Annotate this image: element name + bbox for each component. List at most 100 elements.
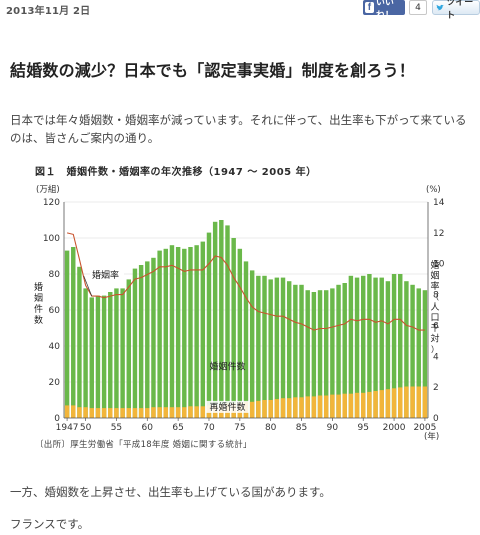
marriage-bar	[169, 245, 175, 418]
right-axis-title: 婚姻率（人口千対）	[430, 259, 439, 354]
total-series-label: 婚姻件数	[209, 360, 245, 372]
marriage-bar	[262, 275, 267, 418]
remarriage-bar	[95, 408, 101, 418]
right-axis-title-char: 口	[430, 314, 439, 324]
right-tick-label: 2	[433, 383, 439, 393]
x-tick-label: 55	[111, 423, 122, 433]
tweet-label: ツイート	[446, 0, 474, 21]
remarriage-bar	[64, 405, 70, 418]
marriage-bars	[64, 220, 428, 418]
marriage-bar	[342, 283, 347, 418]
right-tick-label: 8	[433, 291, 439, 301]
right-axis-title-char: （	[431, 293, 439, 302]
remarriage-bar	[108, 408, 113, 418]
x-tick-label: 1947	[56, 423, 79, 433]
rate-callout-label: 婚姻率	[92, 269, 119, 281]
marriage-bar	[422, 290, 428, 418]
right-tick-label: 14	[433, 198, 445, 208]
marriage-bar	[188, 247, 193, 418]
remarriage-bar	[256, 400, 261, 418]
remarriage-bar	[163, 407, 169, 418]
remarriage-bar	[71, 405, 76, 418]
remarriage-bar	[169, 407, 175, 418]
tweet-button[interactable]: ツイート	[432, 0, 480, 21]
x-tick-labels: 1947 50 55 60 65 70 75 80 85 90 95 2000 2005	[56, 418, 436, 433]
marriage-bar	[231, 238, 236, 418]
marriage-bar	[182, 248, 187, 418]
marriage-bar	[416, 288, 421, 418]
remarriage-bar	[286, 398, 292, 418]
marriage-bar	[64, 250, 70, 418]
marriage-bar	[354, 277, 360, 418]
figure-title: 図１ 婚姻件数・婚姻率の年次推移（1947 ～ 2005 年）	[35, 167, 317, 178]
right-axis-title-char: 人	[430, 302, 439, 313]
remarriage-bar	[83, 407, 88, 418]
right-unit-label: (%)	[426, 185, 441, 195]
marriage-bar	[163, 248, 169, 418]
marriage-bar	[274, 277, 280, 418]
x-tick-label: 80	[265, 423, 277, 433]
remarriage-bar	[336, 394, 341, 418]
marriage-bar	[157, 250, 162, 418]
remarriage-bar	[305, 396, 310, 418]
left-axis-title-char: 姻	[34, 292, 43, 304]
marriage-bar	[77, 266, 82, 418]
facebook-icon: f	[365, 2, 374, 13]
remarriage-bar	[398, 387, 403, 418]
remarriage-bar	[342, 393, 347, 418]
left-tick-label: 40	[49, 342, 61, 352]
marriage-bar	[398, 274, 403, 418]
article-title: 結婚数の減少？日本でも「認定事実婚」制度を創ろう！	[10, 61, 416, 80]
left-tick-label: 120	[43, 198, 60, 208]
x-tick-label: 65	[172, 423, 183, 433]
right-axis-title-char: 婚	[430, 259, 439, 271]
right-tick-labels: 0 2 4 6 8 10 12 14	[433, 198, 445, 424]
chart-svg: 0 20 40 60 80 100 120 0 2 4 6 8 10 12 14 1947 50 55 60 65…	[34, 184, 445, 442]
remarriage-bar	[200, 406, 206, 418]
right-tick-label: 10	[433, 260, 445, 270]
remarriage-bar	[175, 407, 181, 418]
figure-source: 〔出所〕厚生労働省「平成18年度 婚姻に関する統計」	[35, 440, 252, 450]
right-axis-title-char: 千	[430, 323, 439, 334]
remarriage-bar	[317, 395, 323, 418]
marriage-bar	[71, 247, 76, 418]
x-tick-label: 95	[357, 423, 368, 433]
right-tick-label: 0	[433, 414, 439, 424]
like-label: いいね！	[375, 0, 394, 21]
left-unit-label: (万組)	[36, 184, 60, 195]
remarriage-bar	[188, 406, 193, 418]
left-axis-title: 婚姻件数	[34, 281, 43, 326]
right-axis-title-text: 婚姻率（人口千対）	[430, 259, 439, 354]
left-tick-label: 100	[43, 234, 60, 244]
marriage-bar	[126, 279, 132, 418]
post-date: 2013年11月 2日	[6, 6, 91, 17]
remarriage-bar	[77, 407, 82, 418]
x-tick-label: 2005	[413, 423, 436, 433]
marriage-bar	[286, 281, 292, 418]
remarriage-bar	[157, 407, 162, 418]
remarriage-bar	[323, 395, 329, 418]
remarriage-bar	[101, 408, 107, 418]
remarriage-bar	[89, 408, 94, 418]
remarriage-bar	[268, 400, 273, 418]
marriage-bar	[138, 265, 144, 418]
x-tick-label: 90	[327, 423, 339, 433]
marriage-bar	[83, 288, 88, 418]
marriage-chart: 0 20 40 60 80 100 120 0 2 4 6 8 10 12 14 1947 50 55 60 65…	[30, 180, 450, 445]
remarriage-bar	[182, 407, 187, 418]
remarriage-bar	[385, 389, 391, 418]
facebook-like-button[interactable]: f いいね！	[363, 0, 405, 21]
remarriage-label-bg	[205, 400, 250, 413]
remarriage-bar	[138, 408, 144, 418]
right-axis-title-char: 率	[430, 280, 439, 292]
remarriage-bar	[114, 408, 119, 418]
marriage-bar	[293, 284, 298, 418]
x-unit-label: (年)	[424, 431, 439, 442]
remarriage-bar	[410, 386, 415, 418]
like-count: 4	[409, 0, 427, 15]
marriage-rate-line	[66, 232, 425, 331]
marriage-bar	[410, 284, 415, 418]
left-axis-title-char: 婚	[34, 281, 43, 293]
marriage-bar	[237, 248, 243, 418]
right-axis-title-char: 姻	[430, 270, 439, 282]
